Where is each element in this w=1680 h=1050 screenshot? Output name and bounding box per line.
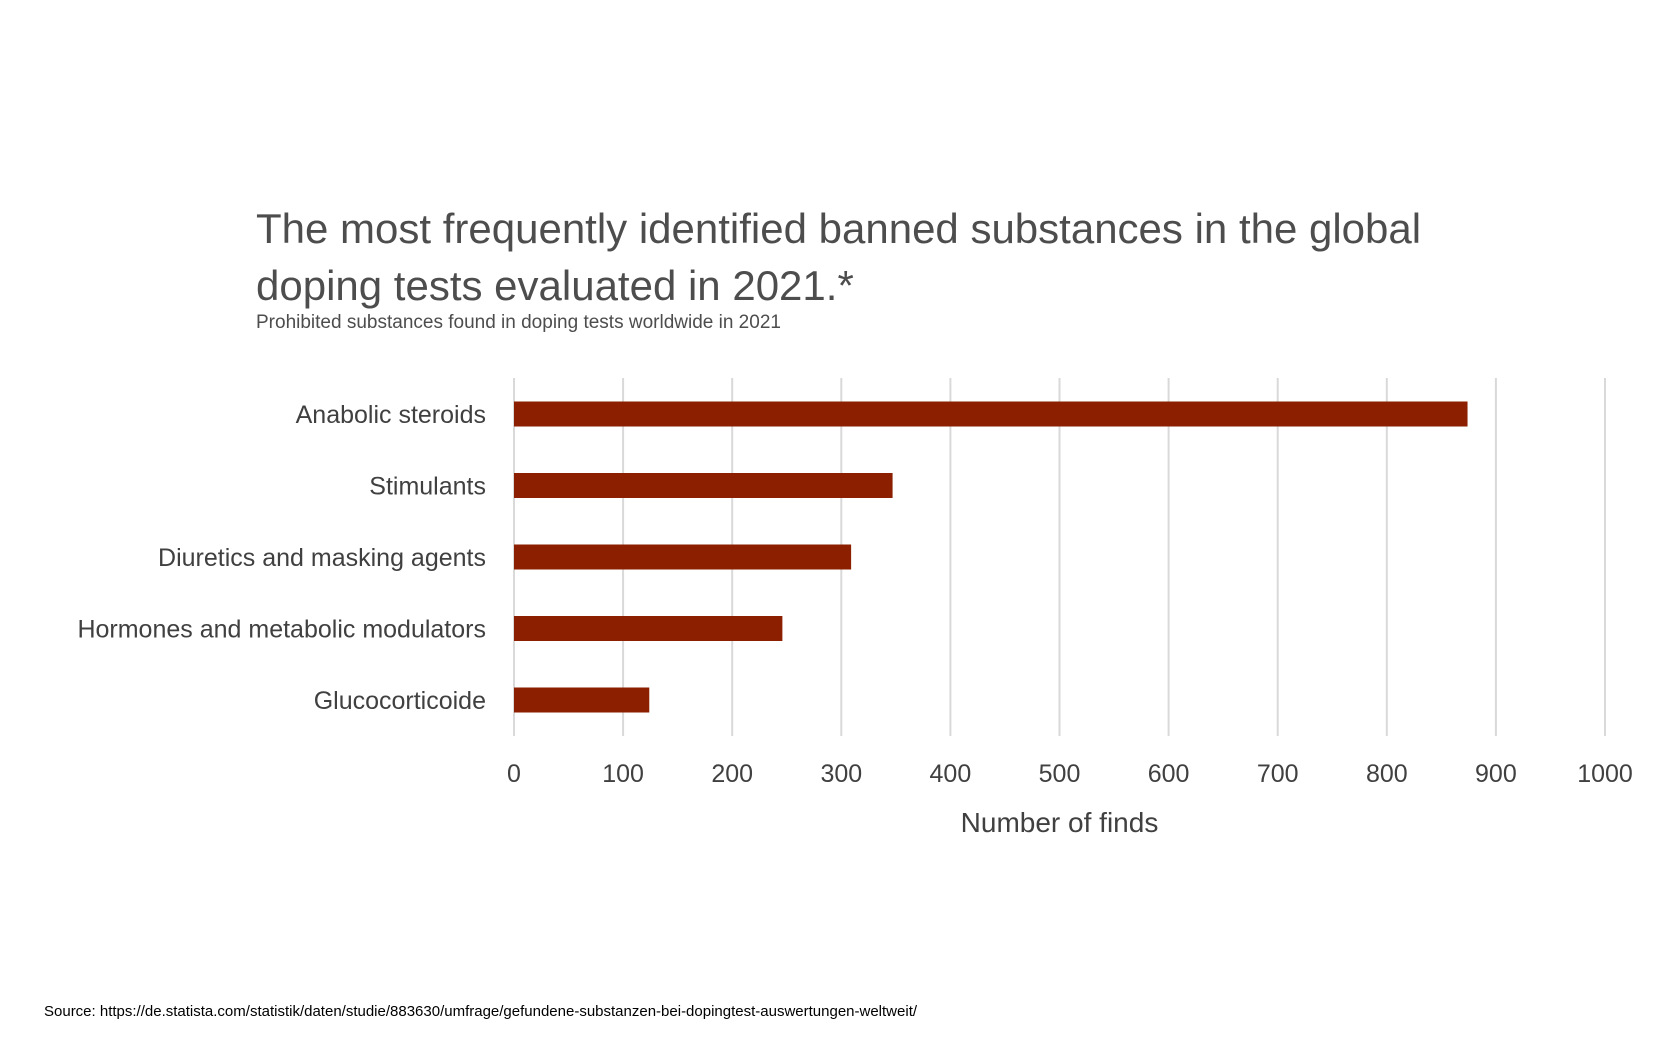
category-label: Stimulants <box>369 473 486 501</box>
bar <box>514 401 1468 427</box>
x-tick-label: 100 <box>602 760 644 788</box>
chart-subtitle: Prohibited substances found in doping te… <box>256 312 781 333</box>
source-url: https://de.statista.com/statistik/daten/… <box>99 1003 918 1020</box>
bar <box>514 544 852 570</box>
category-label: Hormones and metabolic modulators <box>77 616 486 644</box>
category-label: Diuretics and masking agents <box>158 544 486 572</box>
source-line: Source: https://de.statista.com/statisti… <box>44 1003 917 1020</box>
x-tick-label: 300 <box>820 760 862 788</box>
x-tick-label: 200 <box>711 760 753 788</box>
x-tick-label: 700 <box>1257 760 1299 788</box>
chart-title: The most frequently identified banned su… <box>256 205 1422 309</box>
category-labels: Anabolic steroids Stimulants Diuretics and… <box>77 401 486 715</box>
bar <box>514 473 893 498</box>
x-tick-label: 500 <box>1039 760 1081 788</box>
x-tick-label: 800 <box>1366 760 1408 788</box>
category-label: Glucocorticoide <box>314 687 486 715</box>
source-label: Source: <box>44 1003 96 1020</box>
x-axis-label: Number of finds <box>961 807 1159 838</box>
bar <box>514 687 650 713</box>
x-tick-label: 1000 <box>1577 760 1633 788</box>
x-tick-label: 900 <box>1475 760 1517 788</box>
x-tick-labels: 0 100 200 300 400 500 600 700 800 900 1000 <box>507 760 1633 788</box>
bars <box>514 401 1468 713</box>
category-label: Anabolic steroids <box>296 401 486 429</box>
x-tick-label: 600 <box>1148 760 1190 788</box>
x-tick-label: 0 <box>507 760 521 788</box>
bar <box>514 616 783 641</box>
x-tick-label: 400 <box>930 760 972 788</box>
